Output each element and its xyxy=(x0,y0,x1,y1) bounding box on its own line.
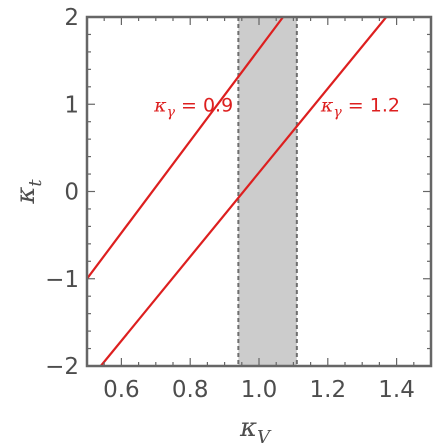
y-tick-label: 2 xyxy=(64,5,79,31)
y-axis-ticks: −2 −1 0 1 2 xyxy=(45,5,431,380)
shaded-band-layer xyxy=(237,17,298,366)
series-label-kappa-0-9: κγ = 0.9 xyxy=(153,94,233,120)
y-tick-label: 1 xyxy=(64,92,79,118)
y-tick-label: −1 xyxy=(45,267,79,293)
x-tick-label: 1.2 xyxy=(310,377,347,403)
series-label-symbol: κ xyxy=(320,94,334,116)
y-tick-label: 0 xyxy=(64,180,79,206)
x-axis-ticks: 0.6 0.8 1.0 1.2 1.4 xyxy=(86,17,432,403)
series-line-0 xyxy=(87,17,284,280)
y-axis-label: κt xyxy=(11,179,46,205)
x-axis-label-symbol: κ xyxy=(239,413,257,443)
series-line-1 xyxy=(99,17,388,366)
series-label-subscript: γ xyxy=(333,104,342,120)
y-axis-label-symbol: κ xyxy=(11,187,41,205)
y-axis-label-subscript: t xyxy=(25,179,46,187)
y-tick-label: −2 xyxy=(45,354,79,380)
x-tick-label: 1.0 xyxy=(241,377,278,403)
x-axis-label-subscript: V xyxy=(257,427,272,446)
series-label-subscript: γ xyxy=(167,104,176,120)
x-tick-label: 0.8 xyxy=(172,377,209,403)
x-tick-label: 0.6 xyxy=(103,377,140,403)
series-label-value: = 0.9 xyxy=(175,94,233,116)
x-tick-label: 1.4 xyxy=(378,377,415,403)
x-axis-label: κV xyxy=(239,413,272,446)
series-label-symbol: κ xyxy=(153,94,167,116)
shaded-band xyxy=(238,17,297,366)
series-layer xyxy=(87,17,388,366)
series-label-value: = 1.2 xyxy=(342,94,400,116)
series-label-kappa-1-2: κγ = 1.2 xyxy=(320,94,400,120)
